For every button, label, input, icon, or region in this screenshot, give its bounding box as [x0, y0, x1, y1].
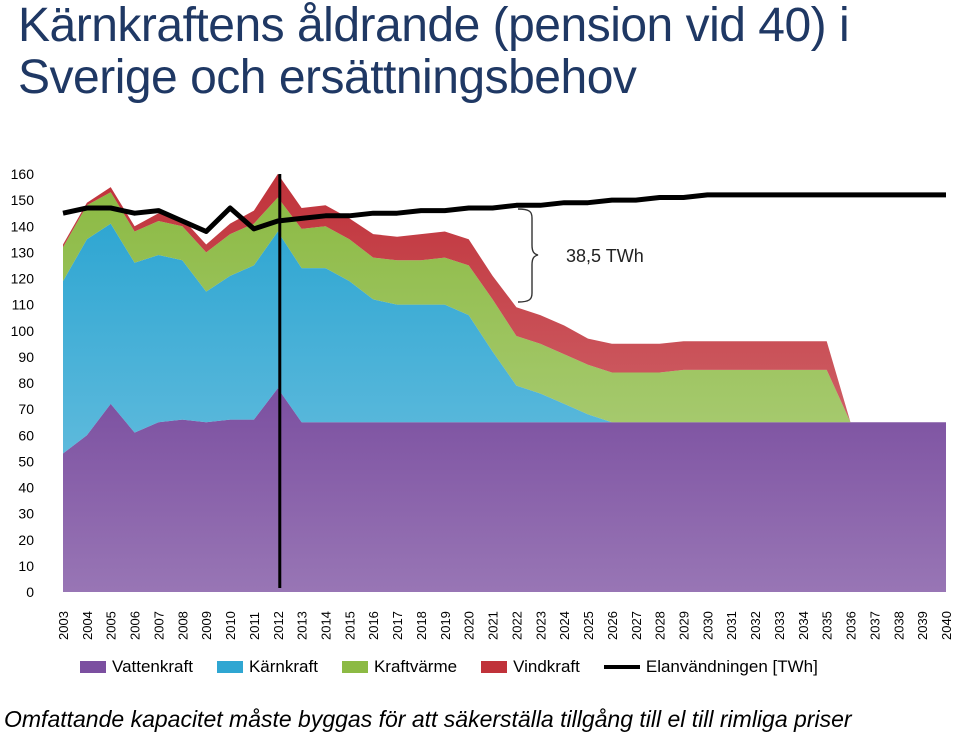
- x-tick-label: 2016: [366, 611, 381, 640]
- x-tick-label: 2004: [80, 611, 95, 640]
- x-tick-label: 2026: [605, 611, 620, 640]
- x-tick-label: 2021: [486, 611, 501, 640]
- y-axis-ticks: 0 10 20 30 40 50 60 70 80 90 100 110 120 130 140 150 160: [11, 166, 35, 600]
- y-tick-label: 60: [18, 427, 34, 443]
- legend-swatch: [481, 661, 508, 673]
- x-tick-label: 2037: [867, 611, 882, 640]
- x-tick-label: 2032: [748, 611, 763, 640]
- x-tick-label: 2009: [199, 611, 214, 640]
- y-tick-label: 140: [11, 218, 35, 234]
- y-tick-label: 0: [26, 584, 34, 600]
- footnote: Omfattande kapacitet måste byggas för at…: [4, 706, 852, 732]
- x-tick-label: 2025: [581, 611, 596, 640]
- annotation-bracket: [517, 208, 539, 303]
- area-vindkraft: [63, 174, 946, 423]
- y-tick-label: 70: [18, 401, 34, 417]
- legend-swatch: [80, 661, 106, 673]
- x-tick-label: 2035: [820, 611, 835, 640]
- x-tick-label: 2020: [462, 611, 477, 640]
- line-elanvandningen: [62, 192, 946, 234]
- x-tick-label: 2015: [342, 611, 357, 640]
- annotation-group: 38,5 TWh: [517, 208, 644, 303]
- y-tick-label: 40: [18, 480, 34, 496]
- legend-label: Elanvändningen [TWh]: [645, 657, 818, 676]
- y-tick-label: 50: [18, 453, 34, 469]
- legend-swatch: [216, 661, 243, 673]
- x-tick-label: 2040: [939, 611, 954, 640]
- legend-line-swatch: [603, 665, 640, 669]
- legend-item: Kraftvärme: [341, 657, 458, 677]
- x-tick-label: 2017: [390, 611, 405, 640]
- x-tick-label: 2033: [772, 611, 787, 640]
- legend-label: Vattenkraft: [112, 657, 193, 676]
- x-tick-label: 2028: [653, 611, 668, 640]
- x-tick-label: 2023: [533, 611, 548, 640]
- legend-item: Kärnkraft: [216, 657, 318, 677]
- chart-title: Kärnkraftens åldrande (pension vid 40) i…: [18, 0, 850, 104]
- legend: Vattenkraft Kärnkraft Kraftvärme Vindkraft E…: [80, 654, 818, 680]
- x-tick-label: 2010: [223, 611, 238, 640]
- legend-swatch: [341, 661, 368, 673]
- x-tick-label: 2007: [151, 611, 166, 640]
- x-tick-label: 2008: [175, 611, 190, 640]
- y-tick-label: 10: [18, 558, 34, 574]
- x-tick-label: 2011: [247, 612, 262, 640]
- x-tick-label: 2036: [844, 611, 859, 640]
- y-tick-label: 150: [11, 192, 35, 208]
- area-kärnkraft: [63, 223, 946, 454]
- x-tick-label: 2018: [414, 611, 429, 640]
- x-tick-label: 2013: [295, 611, 310, 640]
- x-tick-label: 2014: [319, 611, 334, 640]
- x-tick-label: 2006: [128, 611, 143, 640]
- x-tick-label: 2039: [915, 611, 930, 640]
- legend-item: Elanvändningen [TWh]: [603, 657, 818, 677]
- legend-label: Kärnkraft: [248, 657, 318, 676]
- x-tick-label: 2034: [796, 611, 811, 640]
- legend-label: Vindkraft: [513, 657, 580, 676]
- y-tick-label: 120: [11, 271, 35, 287]
- legend-label: Kraftvärme: [373, 657, 458, 676]
- area-vattenkraft: [63, 388, 946, 592]
- stacked-areas: [63, 174, 946, 592]
- legend-item: Vindkraft: [481, 657, 580, 677]
- x-tick-label: 2005: [104, 611, 119, 640]
- x-tick-label: 2012: [271, 611, 286, 640]
- y-tick-label: 80: [18, 375, 34, 391]
- annotation-label: 38,5 TWh: [566, 246, 644, 266]
- y-tick-label: 30: [18, 506, 34, 522]
- y-tick-label: 100: [11, 323, 35, 339]
- line-series: [62, 174, 946, 588]
- y-tick-label: 110: [12, 297, 35, 313]
- y-tick-label: 20: [18, 532, 34, 548]
- y-tick-label: 130: [11, 244, 35, 260]
- x-tick-label: 2031: [724, 611, 739, 640]
- x-tick-label: 2024: [557, 611, 572, 640]
- x-tick-label: 2019: [438, 611, 453, 640]
- y-tick-label: 90: [18, 349, 34, 365]
- x-tick-label: 2038: [891, 611, 906, 640]
- y-tick-label: 160: [11, 166, 35, 182]
- x-tick-label: 2027: [629, 611, 644, 640]
- x-tick-label: 2003: [56, 611, 71, 640]
- x-tick-label: 2022: [509, 611, 524, 640]
- x-tick-label: 2030: [700, 611, 715, 640]
- legend-item: Vattenkraft: [80, 657, 193, 677]
- x-axis-ticks: 2003 2004 2005 2006 2007 2008 2009 2010 2011 2012…: [56, 611, 954, 640]
- x-tick-label: 2029: [676, 611, 691, 640]
